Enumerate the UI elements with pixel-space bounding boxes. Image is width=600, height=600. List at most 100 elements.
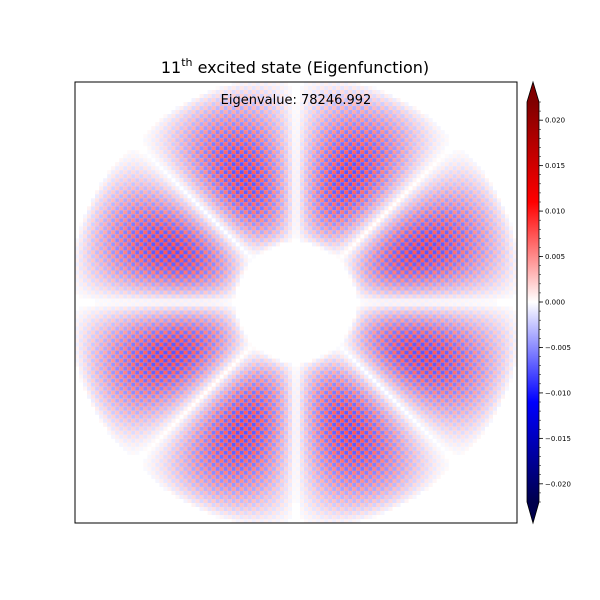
- heatmap-cell: [287, 94, 293, 99]
- heatmap-cell: [448, 270, 453, 275]
- heatmap-cell: [388, 134, 393, 139]
- heatmap-cell: [115, 218, 120, 223]
- heatmap-cell: [167, 154, 172, 159]
- heatmap-cell: [91, 310, 96, 315]
- heatmap-cell: [376, 262, 381, 267]
- heatmap-cell: [300, 114, 305, 119]
- heatmap-cell: [436, 278, 441, 283]
- heatmap-cell: [263, 146, 268, 151]
- heatmap-cell: [187, 310, 192, 315]
- heatmap-cell: [219, 170, 224, 175]
- heatmap-cell: [283, 166, 289, 171]
- heatmap-cell: [135, 210, 140, 215]
- heatmap-cell: [131, 278, 136, 283]
- heatmap-cell: [251, 110, 256, 115]
- heatmap-cell: [275, 110, 280, 115]
- heatmap-cell: [392, 234, 397, 239]
- heatmap-cell: [139, 306, 144, 311]
- heatmap-cell: [251, 98, 256, 103]
- heatmap-cell: [392, 238, 397, 243]
- heatmap-cell: [75, 318, 80, 323]
- heatmap-cell: [203, 222, 208, 227]
- heatmap-cell: [488, 290, 493, 295]
- heatmap-cell: [348, 162, 353, 167]
- heatmap-cell: [484, 190, 489, 195]
- heatmap-cell: [243, 266, 248, 271]
- heatmap-cell: [336, 114, 341, 119]
- heatmap-cell: [492, 198, 497, 203]
- heatmap-cell: [380, 242, 385, 247]
- heatmap-cell: [468, 298, 473, 303]
- heatmap-cell: [444, 278, 449, 283]
- heatmap-cell: [167, 138, 172, 143]
- heatmap-cell: [316, 90, 321, 95]
- heatmap-cell: [147, 198, 152, 203]
- heatmap-cell: [388, 186, 393, 191]
- heatmap-cell: [468, 278, 473, 283]
- heatmap-cell: [111, 314, 116, 319]
- heatmap-cell: [408, 270, 413, 275]
- heatmap-cell: [456, 158, 461, 163]
- heatmap-cell: [151, 206, 156, 211]
- heatmap-cell: [83, 282, 88, 287]
- heatmap-cell: [287, 162, 293, 167]
- heatmap-cell: [492, 190, 497, 195]
- heatmap-cell: [412, 286, 417, 291]
- heatmap-cell: [199, 98, 204, 103]
- heatmap-cell: [424, 234, 429, 239]
- heatmap-cell: [147, 286, 152, 291]
- heatmap-cell: [404, 218, 409, 223]
- heatmap-cell: [452, 270, 457, 275]
- heatmap-cell: [380, 110, 385, 115]
- heatmap-cell: [95, 318, 100, 323]
- heatmap-cell: [396, 106, 401, 111]
- heatmap-cell: [207, 182, 212, 187]
- heatmap-cell: [452, 302, 457, 307]
- heatmap-cell: [312, 190, 317, 195]
- heatmap-cell: [440, 318, 445, 323]
- heatmap-cell: [79, 266, 84, 271]
- heatmap-cell: [376, 318, 381, 323]
- heatmap-cell: [151, 318, 156, 323]
- heatmap-cell: [344, 106, 349, 111]
- heatmap-cell: [320, 242, 325, 247]
- heatmap-cell: [380, 146, 385, 151]
- heatmap-cell: [396, 310, 401, 315]
- heatmap-cell: [380, 302, 385, 307]
- heatmap-cell: [500, 218, 505, 223]
- heatmap-cell: [231, 154, 236, 159]
- heatmap-cell: [227, 254, 232, 259]
- heatmap-cell: [308, 150, 313, 155]
- heatmap-cell: [352, 234, 357, 239]
- heatmap-cell: [179, 250, 184, 255]
- heatmap-cell: [480, 318, 485, 323]
- heatmap-cell: [123, 306, 128, 311]
- heatmap-cell: [364, 138, 369, 143]
- heatmap-cell: [316, 190, 321, 195]
- heatmap-cell: [115, 258, 120, 263]
- heatmap-cell: [283, 162, 289, 167]
- heatmap-cell: [404, 122, 409, 127]
- heatmap-cell: [183, 298, 188, 303]
- heatmap-cell: [159, 186, 164, 191]
- heatmap-cell: [199, 186, 204, 191]
- heatmap-cell: [123, 318, 128, 323]
- heatmap-cell: [147, 318, 152, 323]
- heatmap-cell: [123, 294, 128, 299]
- heatmap-cell: [400, 206, 405, 211]
- heatmap-cell: [147, 138, 152, 143]
- heatmap-cell: [388, 214, 393, 219]
- heatmap-cell: [219, 238, 224, 243]
- heatmap-cell: [175, 262, 180, 267]
- heatmap-cell: [412, 194, 417, 199]
- heatmap-cell: [103, 278, 108, 283]
- heatmap-cell: [340, 182, 345, 187]
- heatmap-cell: [424, 158, 429, 163]
- heatmap-cell: [352, 254, 357, 259]
- heatmap-cell: [416, 314, 421, 319]
- heatmap-cell: [360, 106, 365, 111]
- heatmap-cell: [139, 230, 144, 235]
- heatmap-cell: [223, 138, 228, 143]
- heatmap-cell: [255, 198, 260, 203]
- heatmap-cell: [123, 182, 128, 187]
